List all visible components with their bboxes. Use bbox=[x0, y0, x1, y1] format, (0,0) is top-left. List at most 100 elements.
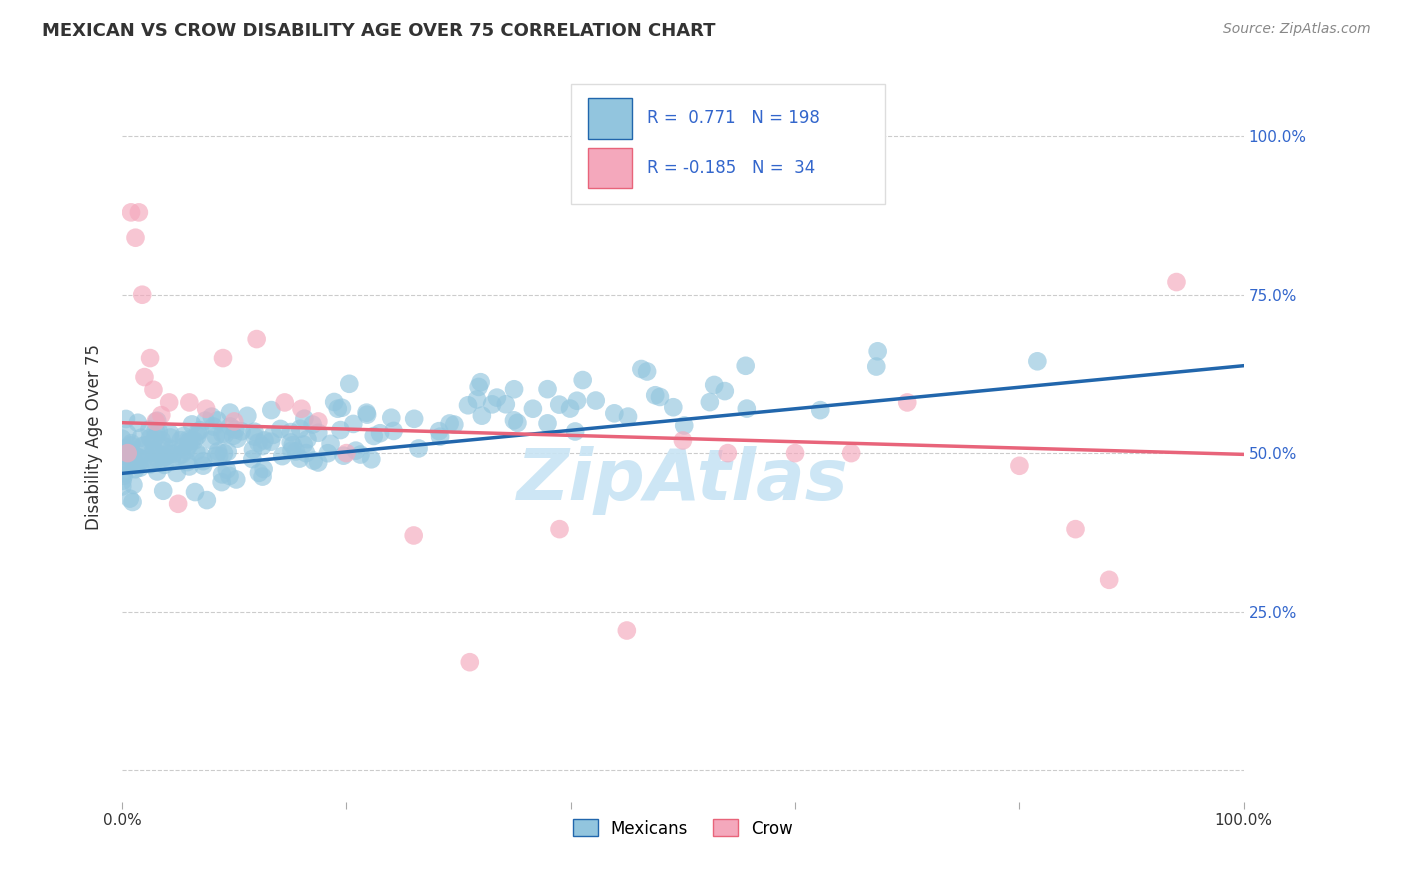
Point bbox=[603, 406, 626, 420]
Point bbox=[471, 409, 494, 423]
Point bbox=[260, 403, 283, 417]
Point bbox=[111, 458, 134, 473]
Point bbox=[128, 455, 150, 469]
Point bbox=[129, 460, 152, 475]
Point bbox=[404, 412, 426, 426]
FancyBboxPatch shape bbox=[588, 98, 633, 138]
Point bbox=[242, 442, 264, 457]
Point bbox=[224, 414, 246, 428]
Point bbox=[284, 444, 307, 458]
Point bbox=[332, 449, 354, 463]
Point bbox=[204, 429, 226, 443]
Point bbox=[865, 359, 887, 374]
Point bbox=[115, 444, 138, 458]
Point bbox=[146, 465, 169, 479]
Point bbox=[142, 442, 165, 457]
Point bbox=[503, 382, 526, 396]
Point bbox=[193, 454, 215, 468]
Text: ZipAtlas: ZipAtlas bbox=[517, 447, 849, 516]
Point bbox=[205, 449, 228, 463]
Point bbox=[307, 414, 329, 428]
Point bbox=[157, 447, 180, 461]
Point bbox=[194, 414, 217, 428]
Point bbox=[281, 438, 304, 452]
Point bbox=[143, 430, 166, 444]
Point bbox=[585, 393, 607, 408]
Point bbox=[167, 449, 190, 463]
Point bbox=[217, 444, 239, 458]
Point bbox=[427, 424, 450, 438]
Point bbox=[495, 397, 517, 411]
Point bbox=[176, 455, 198, 469]
Point bbox=[288, 451, 311, 466]
Point bbox=[201, 409, 224, 424]
Point bbox=[111, 479, 134, 493]
Point bbox=[307, 455, 329, 469]
Point bbox=[485, 391, 508, 405]
Point bbox=[1026, 354, 1049, 368]
Point bbox=[160, 442, 183, 456]
Point bbox=[143, 454, 166, 468]
Point bbox=[188, 423, 211, 437]
Point bbox=[292, 411, 315, 425]
Point bbox=[288, 422, 311, 436]
Point bbox=[1098, 573, 1121, 587]
Point bbox=[457, 398, 479, 412]
Point bbox=[117, 446, 139, 460]
Point bbox=[252, 439, 274, 453]
Point bbox=[262, 428, 284, 442]
Point bbox=[699, 395, 721, 409]
Point bbox=[208, 449, 231, 463]
Point bbox=[644, 388, 666, 402]
Point bbox=[673, 418, 696, 433]
Point bbox=[212, 446, 235, 460]
Point bbox=[134, 438, 156, 452]
Point bbox=[128, 205, 150, 219]
Point bbox=[114, 442, 136, 456]
Point bbox=[290, 401, 312, 416]
Point bbox=[617, 409, 640, 424]
Point bbox=[120, 436, 142, 450]
Point bbox=[222, 429, 245, 443]
Point bbox=[247, 435, 270, 450]
Point bbox=[243, 425, 266, 439]
Point bbox=[236, 409, 259, 423]
Point bbox=[214, 427, 236, 442]
Point bbox=[190, 449, 212, 463]
Point bbox=[783, 446, 806, 460]
Point bbox=[159, 430, 181, 444]
Point bbox=[179, 459, 201, 474]
Point bbox=[571, 373, 593, 387]
Point bbox=[319, 437, 342, 451]
Point bbox=[139, 431, 162, 445]
Point bbox=[153, 439, 176, 453]
Point bbox=[111, 432, 134, 446]
Point bbox=[152, 483, 174, 498]
Point bbox=[115, 412, 138, 426]
Point bbox=[150, 408, 173, 422]
Point bbox=[170, 448, 193, 462]
Point bbox=[672, 434, 695, 448]
Point bbox=[167, 497, 190, 511]
Point bbox=[120, 438, 142, 452]
Point bbox=[302, 453, 325, 467]
Point bbox=[337, 376, 360, 391]
Point bbox=[564, 425, 586, 439]
Point bbox=[160, 454, 183, 468]
Text: MEXICAN VS CROW DISABILITY AGE OVER 75 CORRELATION CHART: MEXICAN VS CROW DISABILITY AGE OVER 75 C… bbox=[42, 22, 716, 40]
Point bbox=[458, 655, 481, 669]
Point bbox=[323, 395, 346, 409]
Point bbox=[408, 442, 430, 456]
Point bbox=[153, 458, 176, 472]
Point bbox=[368, 426, 391, 441]
Point bbox=[481, 397, 503, 411]
Point bbox=[429, 430, 451, 444]
Point bbox=[402, 528, 425, 542]
Point bbox=[146, 414, 169, 428]
Point bbox=[112, 467, 135, 481]
Point bbox=[195, 493, 218, 508]
Point bbox=[280, 435, 302, 450]
Point bbox=[1008, 458, 1031, 473]
Point bbox=[187, 425, 209, 439]
Point bbox=[506, 416, 529, 430]
